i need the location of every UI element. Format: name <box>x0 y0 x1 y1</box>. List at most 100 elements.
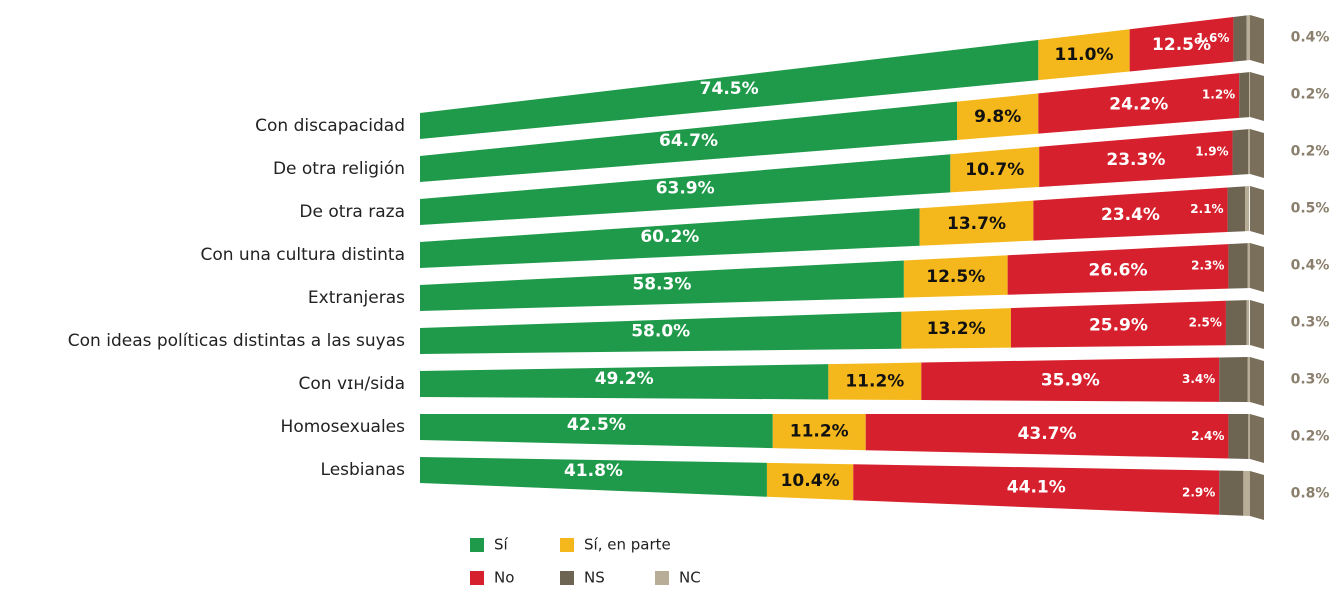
value-label: 41.8% <box>564 461 623 481</box>
value-label: 0.2% <box>1291 144 1330 160</box>
value-label: 2.4% <box>1191 429 1224 443</box>
value-label: 11.2% <box>790 422 849 442</box>
value-label: 2.3% <box>1191 258 1224 272</box>
bar-segment <box>1233 15 1247 62</box>
value-label: 60.2% <box>640 227 699 247</box>
bar-segment <box>420 39 1039 139</box>
bar-segment <box>1228 243 1248 289</box>
bar-segment <box>1246 15 1250 61</box>
value-label: 2.5% <box>1189 315 1222 329</box>
value-label: 64.7% <box>659 131 718 151</box>
legend-swatch <box>655 571 669 585</box>
bar-segment <box>1243 470 1250 516</box>
value-label: 1.6% <box>1196 31 1229 45</box>
value-label: 0.2% <box>1291 86 1330 102</box>
value-label: 9.8% <box>974 107 1021 127</box>
bar-segment <box>901 308 1011 349</box>
value-label: 2.1% <box>1190 202 1223 216</box>
bar-segment <box>772 414 866 451</box>
value-label: 11.2% <box>845 372 904 392</box>
value-label: 12.5% <box>926 267 985 287</box>
bar-segment <box>1245 186 1250 232</box>
legend-swatch <box>470 571 484 585</box>
value-label: 58.3% <box>632 275 691 295</box>
category-label: Con vɪʜ/sida <box>299 374 405 394</box>
bar-segment <box>420 414 773 449</box>
legend-label: Sí <box>494 536 509 554</box>
bar-segment <box>1033 187 1228 241</box>
bar-cap <box>1250 471 1264 520</box>
bar-segment <box>1232 129 1249 176</box>
bar-segment <box>420 364 829 400</box>
category-label: Homosexuales <box>281 417 406 437</box>
category-label: Con una cultura distinta <box>200 245 405 265</box>
legend-label: NS <box>584 569 605 587</box>
bar-cap <box>1250 129 1264 178</box>
bar-cap <box>1250 72 1264 121</box>
legend-label: No <box>494 569 514 587</box>
value-label: 0.3% <box>1291 315 1330 331</box>
bar-segment <box>1248 414 1250 459</box>
legend-swatch <box>560 538 574 552</box>
bar-cap <box>1250 300 1264 349</box>
value-label: 63.9% <box>656 179 715 199</box>
bar-segment <box>766 462 854 501</box>
bar-segment <box>1010 300 1226 348</box>
bar-segment <box>420 101 958 182</box>
category-label: De otra raza <box>299 202 405 222</box>
bar-segment <box>828 362 922 401</box>
bar-cap <box>1250 414 1264 463</box>
bar-segment <box>420 260 904 311</box>
value-label: 13.7% <box>947 214 1006 234</box>
value-label: 1.9% <box>1195 145 1228 159</box>
value-label: 2.9% <box>1182 485 1215 499</box>
value-label: 0.5% <box>1291 201 1330 217</box>
value-label: 11.0% <box>1055 45 1114 65</box>
value-label: 0.4% <box>1291 257 1330 273</box>
bar-segment <box>921 357 1220 402</box>
value-label: 0.8% <box>1291 486 1330 502</box>
bar-segment <box>1039 130 1233 187</box>
value-label: 1.2% <box>1202 88 1235 102</box>
category-label: Lesbianas <box>321 460 406 480</box>
bar-segment <box>420 457 767 497</box>
legend-label: Sí, en parte <box>584 536 671 554</box>
value-label: 23.4% <box>1101 205 1160 225</box>
bar-segment <box>1227 186 1246 232</box>
bar-segment <box>1247 357 1250 402</box>
value-label: 0.3% <box>1291 372 1330 388</box>
value-label: 44.1% <box>1007 477 1066 497</box>
bar-segment <box>919 200 1034 246</box>
value-label: 0.4% <box>1291 30 1330 46</box>
category-label: De otra religión <box>273 159 405 179</box>
bar-segment <box>420 154 951 225</box>
bar-segment <box>420 208 920 268</box>
value-label: 43.7% <box>1018 424 1077 444</box>
value-label: 10.7% <box>965 160 1024 180</box>
bar-segment <box>1228 414 1249 459</box>
legend-label: NC <box>679 569 701 587</box>
legend-swatch <box>560 571 574 585</box>
value-label: 24.2% <box>1109 94 1168 114</box>
value-label: 12.5% <box>1152 35 1211 55</box>
bar-segment <box>1219 470 1244 516</box>
bar-segment <box>1007 244 1229 295</box>
category-label: Con ideas políticas distintas a las suya… <box>68 331 405 351</box>
bar-segment <box>950 146 1040 193</box>
bar-segment <box>865 414 1229 459</box>
value-label: 25.9% <box>1089 315 1148 335</box>
bar-segment <box>1038 29 1130 81</box>
value-label: 0.2% <box>1291 429 1330 445</box>
value-label: 35.9% <box>1041 370 1100 390</box>
value-label: 13.2% <box>927 319 986 339</box>
bar-segment <box>1225 300 1247 346</box>
value-label: 49.2% <box>595 369 654 389</box>
bar-segment <box>1248 129 1250 175</box>
category-label: Extranjeras <box>308 288 405 308</box>
value-label: 10.4% <box>781 471 840 491</box>
value-label: 58.0% <box>631 322 690 342</box>
bar-segment <box>1239 72 1250 118</box>
bar-segment <box>903 255 1008 298</box>
bar-cap <box>1250 243 1264 292</box>
